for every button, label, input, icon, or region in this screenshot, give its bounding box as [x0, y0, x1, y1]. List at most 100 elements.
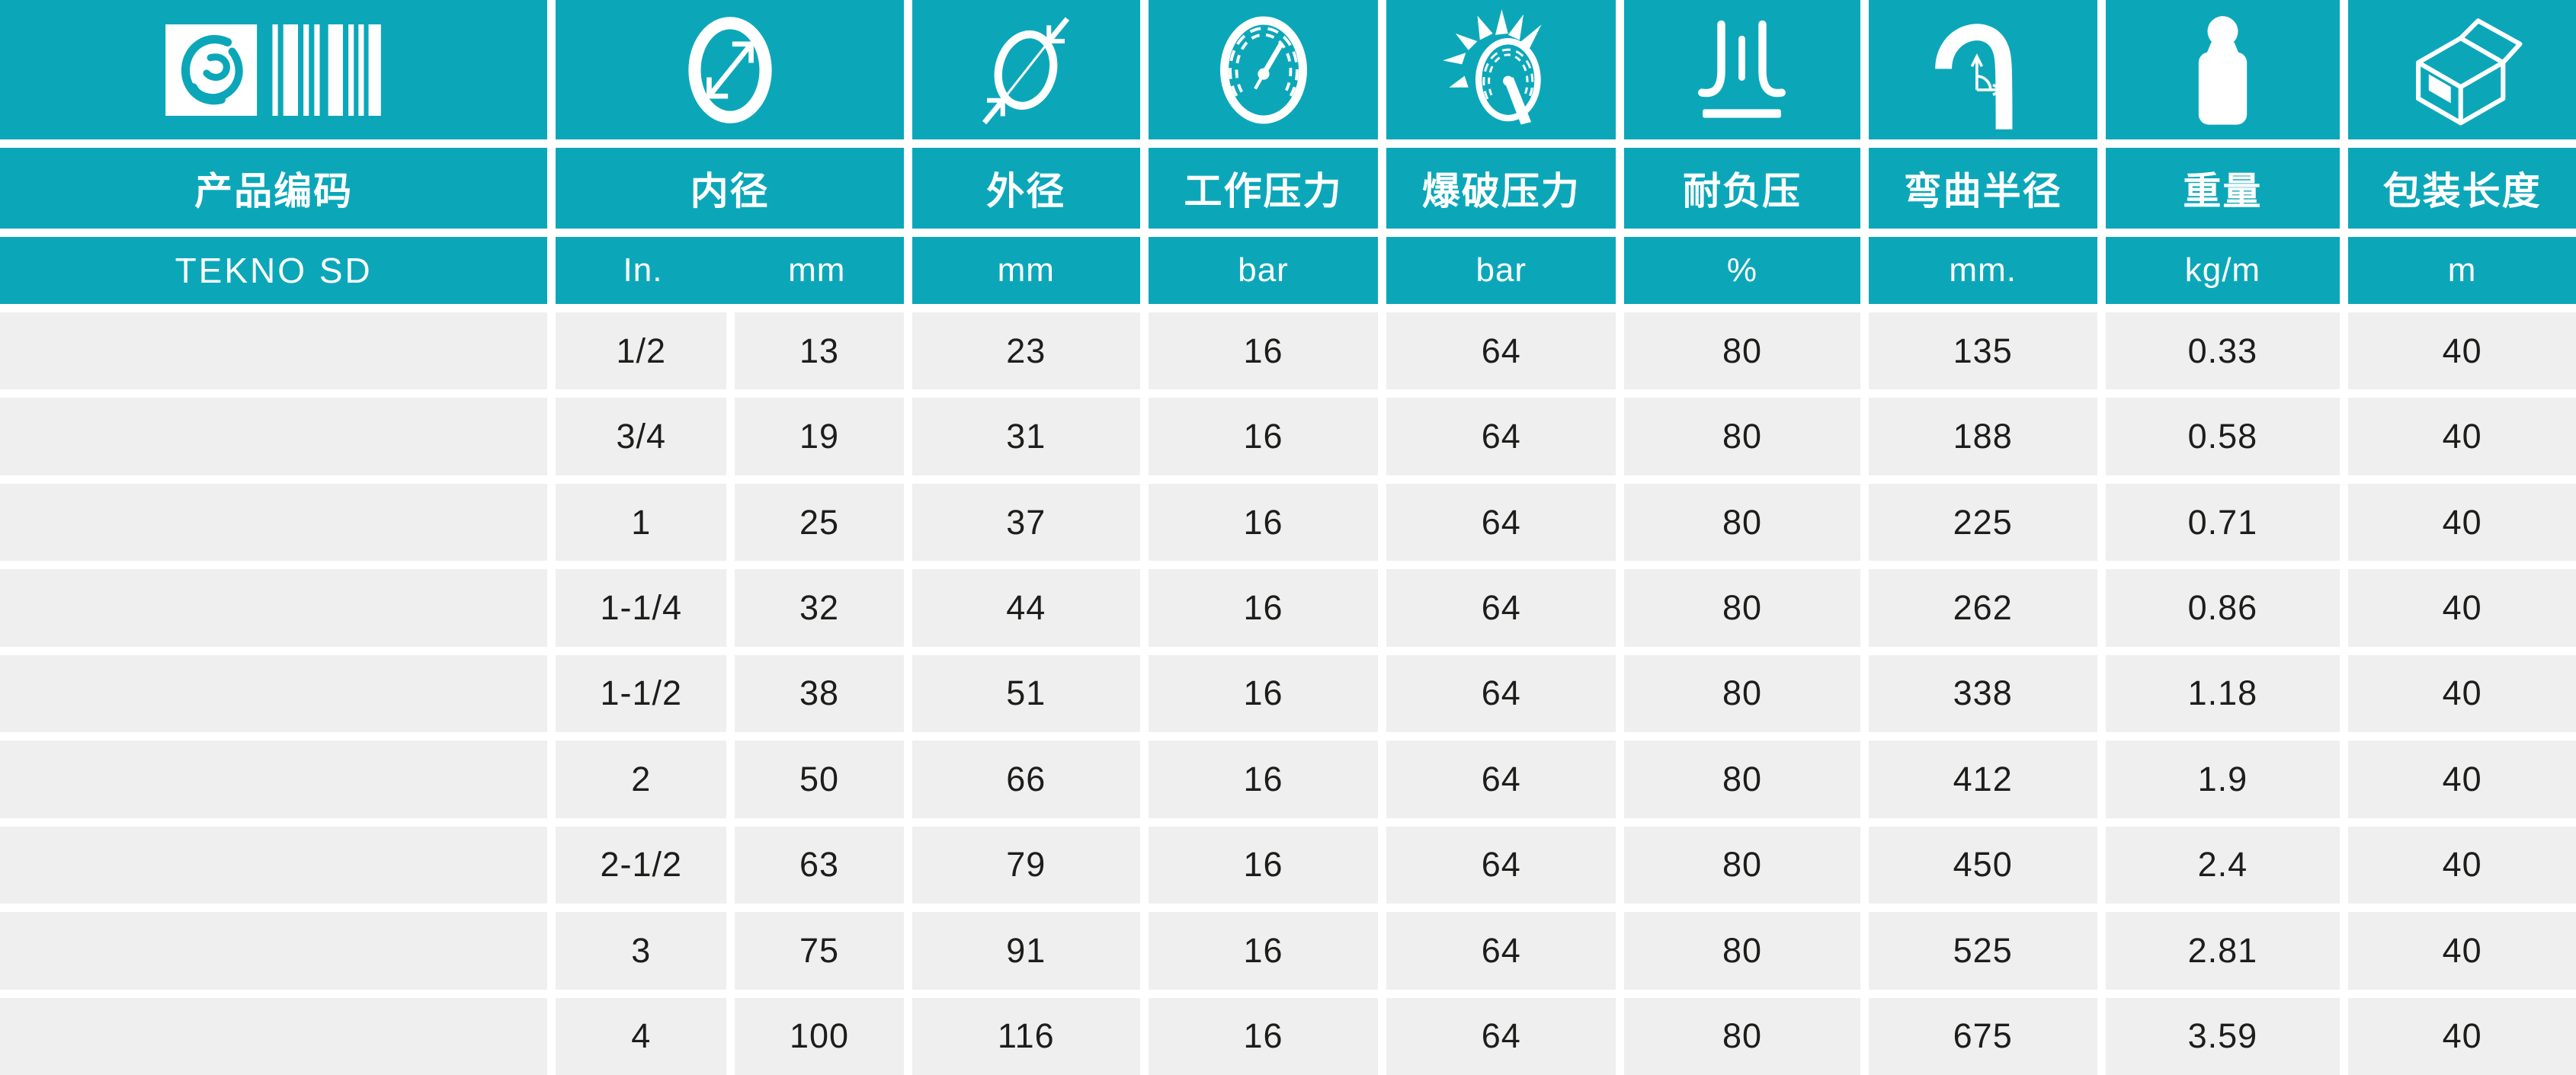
unit-inner-mm: mm — [788, 251, 846, 289]
header-inner-diameter: 内径 — [556, 148, 904, 229]
cell-length-m: 40 — [2348, 912, 2576, 990]
cell-weight-kgm: 0.33 — [2105, 312, 2341, 390]
cell-bend-mm: 225 — [1868, 483, 2097, 561]
cell-work-bar: 16 — [1148, 826, 1379, 904]
cell-work-bar: 16 — [1148, 741, 1379, 818]
cell-weight-kgm: 0.58 — [2105, 398, 2341, 475]
cell-work-bar: 16 — [1148, 569, 1379, 647]
cell-id-mm: 19 — [735, 398, 904, 475]
cell-od-mm: 31 — [912, 398, 1140, 475]
cell-burst-bar: 64 — [1386, 569, 1616, 647]
cell-vacuum-pct: 80 — [1624, 398, 1860, 475]
product-code-cell — [0, 654, 548, 733]
bend-radius-icon-cell — [1868, 0, 2097, 139]
cell-weight-kgm: 1.9 — [2105, 741, 2341, 818]
product-code-cell — [0, 398, 548, 475]
cell-id-mm: 32 — [735, 569, 904, 647]
burst-pressure-icon-cell — [1386, 0, 1616, 139]
cell-weight-kgm: 3.59 — [2105, 997, 2341, 1075]
cell-id-mm: 75 — [735, 912, 904, 990]
cell-od-mm: 23 — [912, 312, 1140, 390]
cell-size-in: 3 — [556, 912, 727, 990]
cell-bend-mm: 338 — [1868, 654, 2097, 733]
cell-od-mm: 116 — [912, 997, 1140, 1075]
unit-bend-radius: mm. — [1868, 237, 2097, 304]
cell-bend-mm: 262 — [1868, 569, 2097, 647]
cell-vacuum-pct: 80 — [1624, 654, 1860, 733]
cell-weight-kgm: 2.4 — [2105, 826, 2341, 904]
burst-gauge-icon — [1439, 8, 1564, 131]
bend-radius-icon — [1927, 8, 2039, 132]
product-code-cell — [0, 741, 548, 818]
cell-burst-bar: 64 — [1386, 826, 1616, 904]
cell-size-in: 1-1/4 — [556, 569, 727, 647]
cell-id-mm: 25 — [735, 483, 904, 561]
package-length-icon-cell — [2348, 0, 2576, 139]
cell-work-bar: 16 — [1148, 997, 1379, 1075]
unit-weight: kg/m — [2105, 237, 2341, 304]
cell-weight-kgm: 2.81 — [2105, 912, 2341, 990]
cell-length-m: 40 — [2348, 741, 2576, 818]
unit-inner-diameter: In. mm — [556, 237, 904, 304]
cell-work-bar: 16 — [1148, 398, 1379, 475]
cell-size-in: 1/2 — [556, 312, 727, 390]
cell-burst-bar: 64 — [1386, 654, 1616, 733]
cell-od-mm: 51 — [912, 654, 1140, 733]
package-box-icon — [2401, 9, 2524, 131]
unit-inner-inches: In. — [623, 251, 663, 289]
vacuum-icon — [1692, 14, 1792, 126]
product-code-cell — [0, 569, 548, 647]
weight-icon-cell — [2105, 0, 2341, 139]
cell-burst-bar: 64 — [1386, 741, 1616, 818]
cell-length-m: 40 — [2348, 312, 2576, 390]
cell-od-mm: 37 — [912, 483, 1140, 561]
cell-id-mm: 100 — [735, 997, 904, 1075]
header-bend-radius: 弯曲半径 — [1868, 148, 2097, 229]
outer-diameter-icon — [976, 12, 1075, 128]
cell-id-mm: 13 — [735, 312, 904, 390]
cell-length-m: 40 — [2348, 483, 2576, 561]
unit-burst-pressure: bar — [1386, 237, 1616, 304]
cell-length-m: 40 — [2348, 398, 2576, 475]
header-vacuum: 耐负压 — [1624, 148, 1860, 229]
outer-diameter-icon-cell — [912, 0, 1140, 139]
cell-burst-bar: 64 — [1386, 912, 1616, 990]
cell-id-mm: 50 — [735, 741, 904, 818]
logo-barcode-icon — [165, 24, 383, 117]
cell-work-bar: 16 — [1148, 483, 1379, 561]
cell-work-bar: 16 — [1148, 312, 1379, 390]
cell-od-mm: 91 — [912, 912, 1140, 990]
cell-burst-bar: 64 — [1386, 398, 1616, 475]
cell-size-in: 2-1/2 — [556, 826, 727, 904]
product-code-icon-cell — [0, 0, 548, 139]
product-code-cell — [0, 997, 548, 1075]
cell-vacuum-pct: 80 — [1624, 741, 1860, 818]
unit-vacuum: % — [1624, 237, 1860, 304]
header-product-code: 产品编码 — [0, 148, 548, 229]
cell-bend-mm: 412 — [1868, 741, 2097, 818]
cell-vacuum-pct: 80 — [1624, 483, 1860, 561]
unit-working-pressure: bar — [1148, 237, 1379, 304]
cell-length-m: 40 — [2348, 826, 2576, 904]
cell-size-in: 4 — [556, 997, 727, 1075]
cell-work-bar: 16 — [1148, 912, 1379, 990]
cell-burst-bar: 64 — [1386, 483, 1616, 561]
product-code-cell — [0, 912, 548, 990]
cell-bend-mm: 675 — [1868, 997, 2097, 1075]
product-name: TEKNO SD — [0, 237, 548, 304]
working-pressure-icon-cell — [1148, 0, 1379, 139]
vacuum-icon-cell — [1624, 0, 1860, 139]
cell-size-in: 1 — [556, 483, 727, 561]
cell-od-mm: 66 — [912, 741, 1140, 818]
cell-bend-mm: 450 — [1868, 826, 2097, 904]
cell-size-in: 2 — [556, 741, 727, 818]
cell-bend-mm: 135 — [1868, 312, 2097, 390]
cell-size-in: 3/4 — [556, 398, 727, 475]
cell-bend-mm: 188 — [1868, 398, 2097, 475]
cell-id-mm: 63 — [735, 826, 904, 904]
header-weight: 重量 — [2105, 148, 2341, 229]
cell-vacuum-pct: 80 — [1624, 569, 1860, 647]
cell-vacuum-pct: 80 — [1624, 826, 1860, 904]
cell-weight-kgm: 0.71 — [2105, 483, 2341, 561]
